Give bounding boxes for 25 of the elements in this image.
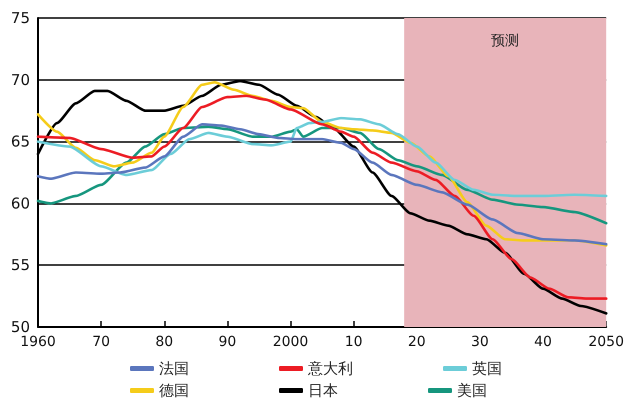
legend-label: 美国: [457, 382, 487, 400]
y-tick-label: 60: [10, 194, 30, 212]
x-tick-label: 1960: [20, 334, 56, 350]
x-tick-label: 10: [344, 334, 363, 350]
legend-label: 法国: [159, 360, 189, 378]
y-tick-label: 55: [10, 256, 30, 274]
x-tick-label: 2050: [588, 334, 624, 350]
x-tick-label: 80: [155, 334, 174, 350]
x-tick-label: 70: [92, 334, 110, 350]
line-series: [36, 116, 608, 198]
x-tick-label: 30: [471, 334, 489, 350]
legend-label: 英国: [472, 360, 502, 378]
y-tick-label: 50: [10, 318, 30, 336]
line-series: [36, 122, 608, 246]
x-tick-label: 40: [534, 334, 552, 350]
legend-label: 日本: [308, 382, 338, 400]
y-tick-label: 70: [10, 70, 30, 89]
legend-label: 意大利: [307, 360, 353, 378]
x-tick-label: 2000: [272, 334, 308, 350]
band-label: 预测: [491, 33, 520, 49]
x-tick-label: 20: [408, 334, 426, 350]
y-tick-label: 65: [10, 132, 30, 151]
y-tick-label: 75: [10, 9, 30, 27]
x-tick-label: 90: [218, 334, 236, 350]
legend-label: 德国: [159, 382, 189, 400]
